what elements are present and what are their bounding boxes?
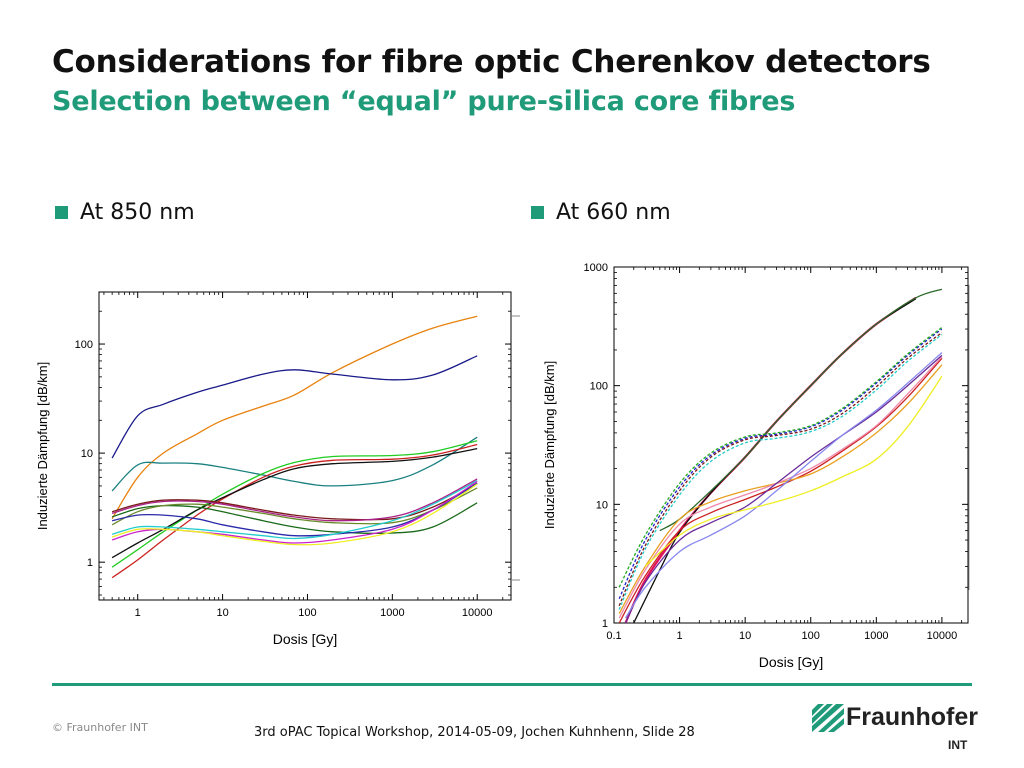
y-tick-label: 1000 (584, 262, 608, 274)
series-line-11 (111, 482, 478, 537)
slide-title: Considerations for fibre optic Cherenkov… (52, 44, 931, 80)
x-axis-label: Dosis [Gy] (273, 631, 338, 647)
series-line-3 (659, 288, 943, 532)
series-line-5 (111, 443, 478, 579)
y-tick-label: 100 (590, 381, 608, 393)
x-axis-label: Dosis [Gy] (759, 654, 824, 670)
series-line-7 (618, 333, 943, 610)
series-line-8 (618, 357, 943, 623)
series-line-8 (111, 478, 478, 522)
y-axis-label: Induzierte Dämpfung [dB/km] (542, 361, 557, 529)
series-group (111, 315, 478, 579)
x-tick-label: 100 (802, 630, 820, 642)
x-tick-label: 10 (216, 607, 228, 619)
series-line-4 (618, 328, 943, 600)
y-tick-label: 10 (81, 448, 93, 460)
x-tick-label: 10000 (462, 607, 493, 619)
x-tick-label: 100 (298, 607, 316, 619)
footer-divider (52, 683, 972, 686)
x-tick-label: 0.1 (606, 630, 621, 642)
series-group (618, 288, 943, 623)
logo-subtitle: INT (948, 738, 968, 752)
series-line-12 (624, 352, 943, 619)
series-line-6 (618, 326, 943, 588)
fraunhofer-logo-icon (812, 704, 844, 732)
bullet-square-icon (55, 206, 68, 219)
series-line-11 (624, 354, 943, 623)
bullet-square-icon (531, 206, 544, 219)
plot-frame (613, 266, 969, 624)
series-line-14 (111, 483, 478, 546)
plot-frame (98, 291, 512, 601)
bullet-right: At 660 nm (531, 200, 671, 225)
series-line-5 (618, 332, 943, 606)
y-tick-label: 1 (87, 557, 93, 569)
chart-850nm: 1 10 100 1000 10000 1 10 100 Dosis [Gy] Induzie… (35, 291, 520, 647)
x-tick-label: 10000 (927, 630, 958, 642)
logo-wordmark: Fraunhofer (846, 703, 978, 731)
copyright-text: © Fraunhofer INT (52, 721, 148, 734)
bullet-right-label: At 660 nm (556, 200, 671, 225)
slide-subtitle: Selection between “equal” pure-silica co… (52, 86, 796, 117)
x-tick-label: 10 (739, 630, 751, 642)
y-tick-label: 1 (602, 618, 608, 630)
series-line-1 (111, 315, 478, 520)
footer-caption: 3rd oPAC Topical Workshop, 2014-05-09, J… (254, 725, 695, 740)
series-line-4 (111, 440, 478, 568)
x-tick-label: 1 (677, 630, 683, 642)
series-line-6 (111, 447, 478, 559)
series-line-3 (111, 436, 478, 492)
x-tick-label: 1000 (864, 630, 888, 642)
series-line-10 (111, 487, 478, 526)
series-line-9 (111, 502, 478, 534)
y-tick-label: 10 (596, 499, 608, 511)
y-axis-label: Induzierte Dämpfung [dB/km] (35, 362, 50, 530)
series-line-12 (111, 480, 478, 540)
series-line-2 (111, 355, 478, 459)
legend (512, 315, 520, 581)
bullet-left: At 850 nm (55, 200, 195, 225)
series-line-13 (644, 375, 943, 567)
x-tick-label: 1000 (380, 607, 404, 619)
y-tick-label: 100 (75, 339, 93, 351)
bullet-left-label: At 850 nm (80, 200, 195, 225)
axis-ticks: 1 10 100 1000 10000 1 10 100 (75, 291, 511, 619)
x-tick-label: 1 (135, 607, 141, 619)
